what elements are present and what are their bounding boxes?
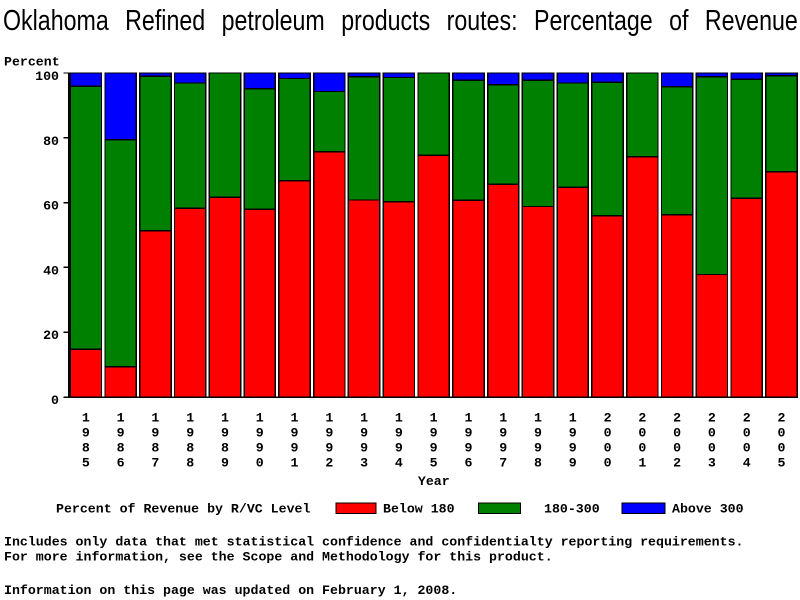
svg-text:9: 9 [186, 426, 194, 441]
svg-text:20: 20 [43, 328, 59, 343]
svg-text:Percent of Revenue by R/VC Lev: Percent of Revenue by R/VC Level [56, 502, 310, 517]
svg-text:9: 9 [569, 426, 577, 441]
svg-text:1: 1 [638, 456, 646, 471]
svg-text:9: 9 [534, 441, 542, 456]
svg-text:9: 9 [430, 441, 438, 456]
svg-text:1: 1 [430, 411, 438, 426]
svg-text:8: 8 [151, 441, 159, 456]
svg-text:7: 7 [499, 456, 507, 471]
svg-text:0: 0 [777, 441, 785, 456]
svg-text:40: 40 [43, 263, 59, 278]
svg-text:9: 9 [569, 456, 577, 471]
svg-text:0: 0 [256, 456, 264, 471]
svg-text:9: 9 [256, 426, 264, 441]
svg-text:Below 180: Below 180 [383, 502, 455, 517]
svg-text:Above 300: Above 300 [672, 502, 744, 517]
svg-text:1: 1 [395, 411, 403, 426]
svg-text:9: 9 [221, 426, 229, 441]
svg-text:0: 0 [743, 426, 751, 441]
svg-text:0: 0 [708, 426, 716, 441]
svg-text:1: 1 [534, 411, 542, 426]
svg-text:8: 8 [186, 456, 194, 471]
svg-text:100: 100 [35, 69, 59, 84]
svg-text:8: 8 [82, 441, 90, 456]
svg-text:1: 1 [256, 411, 264, 426]
svg-text:1: 1 [186, 411, 194, 426]
svg-text:2: 2 [777, 411, 785, 426]
svg-text:1: 1 [499, 411, 507, 426]
svg-text:2: 2 [673, 411, 681, 426]
svg-text:9: 9 [325, 426, 333, 441]
svg-text:2: 2 [743, 411, 751, 426]
svg-text:9: 9 [82, 426, 90, 441]
svg-text:1: 1 [117, 411, 125, 426]
svg-text:9: 9 [464, 426, 472, 441]
svg-text:9: 9 [256, 441, 264, 456]
svg-text:0: 0 [51, 393, 59, 408]
svg-text:Information on this page was u: Information on this page was updated on … [4, 583, 457, 598]
svg-text:0: 0 [604, 456, 612, 471]
svg-text:0: 0 [673, 441, 681, 456]
svg-text:80: 80 [43, 134, 59, 149]
svg-text:1: 1 [291, 411, 299, 426]
svg-text:0: 0 [708, 441, 716, 456]
svg-text:0: 0 [604, 426, 612, 441]
svg-text:9: 9 [360, 441, 368, 456]
svg-text:4: 4 [743, 456, 751, 471]
svg-text:9: 9 [395, 426, 403, 441]
svg-text:9: 9 [569, 441, 577, 456]
svg-text:0: 0 [638, 441, 646, 456]
svg-text:1: 1 [82, 411, 90, 426]
svg-text:For more information, see the: For more information, see the Scope and … [4, 550, 553, 565]
svg-text:1: 1 [291, 456, 299, 471]
svg-text:8: 8 [117, 441, 125, 456]
svg-text:Percent: Percent [4, 55, 60, 70]
svg-text:5: 5 [430, 456, 438, 471]
svg-text:180-300: 180-300 [544, 502, 600, 517]
svg-text:8: 8 [534, 456, 542, 471]
svg-text:9: 9 [151, 426, 159, 441]
svg-text:9: 9 [499, 441, 507, 456]
svg-text:9: 9 [291, 441, 299, 456]
svg-text:9: 9 [499, 426, 507, 441]
svg-text:9: 9 [534, 426, 542, 441]
svg-text:9: 9 [360, 426, 368, 441]
svg-text:9: 9 [325, 441, 333, 456]
svg-text:5: 5 [82, 456, 90, 471]
svg-text:9: 9 [291, 426, 299, 441]
svg-text:1: 1 [221, 411, 229, 426]
svg-text:3: 3 [708, 456, 716, 471]
svg-text:2: 2 [325, 456, 333, 471]
svg-text:0: 0 [777, 426, 785, 441]
svg-text:9: 9 [430, 426, 438, 441]
svg-text:5: 5 [777, 456, 785, 471]
svg-text:1: 1 [464, 411, 472, 426]
svg-text:60: 60 [43, 199, 59, 214]
svg-text:6: 6 [117, 456, 125, 471]
svg-text:Year: Year [418, 474, 450, 489]
svg-text:6: 6 [464, 456, 472, 471]
svg-text:9: 9 [117, 426, 125, 441]
svg-text:8: 8 [186, 441, 194, 456]
svg-text:Includes only data that met st: Includes only data that met statistical … [4, 535, 743, 550]
svg-text:9: 9 [464, 441, 472, 456]
svg-text:2: 2 [673, 456, 681, 471]
svg-text:2: 2 [708, 411, 716, 426]
svg-text:9: 9 [221, 456, 229, 471]
svg-text:0: 0 [743, 441, 751, 456]
svg-text:1: 1 [325, 411, 333, 426]
svg-text:0: 0 [638, 426, 646, 441]
svg-text:1: 1 [151, 411, 159, 426]
svg-text:7: 7 [151, 456, 159, 471]
svg-text:2: 2 [604, 411, 612, 426]
svg-text:0: 0 [604, 441, 612, 456]
svg-text:3: 3 [360, 456, 368, 471]
svg-text:8: 8 [221, 441, 229, 456]
svg-text:2: 2 [638, 411, 646, 426]
svg-text:1: 1 [360, 411, 368, 426]
svg-text:0: 0 [673, 426, 681, 441]
svg-text:9: 9 [395, 441, 403, 456]
svg-text:4: 4 [395, 456, 403, 471]
svg-text:1: 1 [569, 411, 577, 426]
